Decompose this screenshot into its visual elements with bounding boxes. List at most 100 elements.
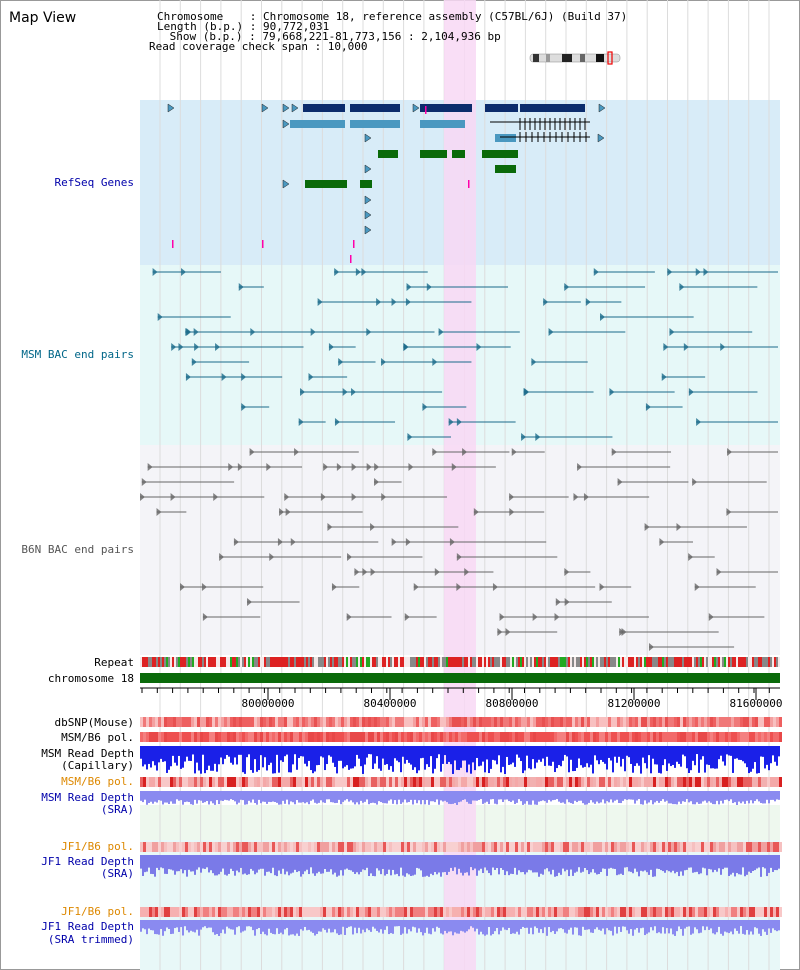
read-depth-bar bbox=[276, 746, 278, 755]
read-depth-bar bbox=[512, 920, 514, 934]
track-label-msm-b6-pol-1[interactable]: MSM/B6 pol. bbox=[61, 731, 134, 744]
read-depth-bar bbox=[142, 746, 144, 767]
read-depth-bar bbox=[416, 746, 418, 774]
read-depth-bar bbox=[310, 791, 312, 801]
polymorphism-cell bbox=[728, 717, 731, 727]
repeat-segment bbox=[250, 657, 252, 667]
msm-bac-end-marker bbox=[157, 313, 163, 321]
read-depth-bar bbox=[610, 746, 612, 761]
track-label-msm-bac[interactable]: MSM BAC end pairs bbox=[21, 348, 134, 361]
read-depth-bar bbox=[184, 855, 186, 871]
read-depth-bar bbox=[620, 920, 622, 932]
read-depth-bar bbox=[152, 746, 154, 762]
polymorphism-cell bbox=[569, 777, 572, 787]
polymorphism-cell bbox=[281, 717, 284, 727]
polymorphism-cell bbox=[644, 732, 647, 742]
read-depth-bar bbox=[694, 791, 696, 805]
polymorphism-cell bbox=[575, 717, 578, 727]
track-label-b6n-bac[interactable]: B6N BAC end pairs bbox=[21, 543, 134, 556]
read-depth-bar bbox=[498, 920, 500, 935]
read-depth-bar bbox=[718, 920, 720, 927]
polymorphism-cell bbox=[773, 717, 776, 727]
polymorphism-cell bbox=[614, 732, 617, 742]
polymorphism-cell bbox=[554, 732, 557, 742]
repeat-segment bbox=[716, 657, 718, 667]
polymorphism-cell bbox=[770, 907, 773, 917]
track-label-chromosome[interactable]: chromosome 18 bbox=[47, 672, 134, 685]
repeat-segment bbox=[642, 657, 644, 667]
track-label-jf1-depth-trimmed[interactable]: JF1 Read Depth bbox=[41, 920, 134, 933]
polymorphism-cell bbox=[245, 777, 248, 787]
read-depth-bar bbox=[556, 855, 558, 877]
polymorphism-cell bbox=[359, 777, 362, 787]
polymorphism-cell bbox=[464, 732, 467, 742]
read-depth-bar bbox=[586, 920, 588, 930]
polymorphism-cell bbox=[140, 777, 143, 787]
track-label-msm-b6-pol-2[interactable]: MSM/B6 pol. bbox=[61, 775, 134, 788]
read-depth-bar bbox=[598, 855, 600, 875]
read-depth-bar bbox=[392, 920, 394, 934]
read-depth-bar bbox=[222, 855, 224, 869]
read-depth-bar bbox=[302, 791, 304, 803]
polymorphism-cell bbox=[533, 777, 536, 787]
polymorphism-cell bbox=[419, 907, 422, 917]
gene-arrow-icon bbox=[291, 103, 299, 113]
read-depth-bar bbox=[340, 746, 342, 761]
read-depth-bar bbox=[672, 920, 674, 935]
polymorphism-cell bbox=[368, 842, 371, 852]
polymorphism-cell bbox=[737, 907, 740, 917]
polymorphism-cell bbox=[506, 907, 509, 917]
read-depth-bar bbox=[716, 855, 718, 872]
polymorphism-cell bbox=[314, 777, 317, 787]
polymorphism-cell bbox=[263, 777, 266, 787]
repeat-segment bbox=[220, 657, 222, 667]
polymorphism-cell bbox=[311, 732, 314, 742]
track-label-dbsnp[interactable]: dbSNP(Mouse) bbox=[54, 716, 134, 729]
polymorphism-cell bbox=[575, 777, 578, 787]
read-depth-bar bbox=[578, 746, 580, 759]
polymorphism-cell bbox=[227, 777, 230, 787]
track-label-msm-depth-sra[interactable]: MSM Read Depth bbox=[41, 791, 134, 804]
gene-block bbox=[485, 104, 518, 112]
polymorphism-cell bbox=[569, 907, 572, 917]
read-depth-bar bbox=[612, 920, 614, 936]
read-depth-bar bbox=[288, 746, 290, 773]
read-depth-bar bbox=[696, 791, 698, 803]
read-depth-bar bbox=[418, 920, 420, 929]
read-depth-bar bbox=[588, 746, 590, 768]
read-depth-bar bbox=[330, 791, 332, 803]
track-label-refseq[interactable]: RefSeq Genes bbox=[54, 176, 134, 189]
read-depth-bar bbox=[528, 920, 530, 934]
repeat-segment bbox=[538, 657, 540, 667]
read-depth-bar bbox=[570, 855, 572, 870]
polymorphism-cell bbox=[299, 777, 302, 787]
read-depth-bar bbox=[306, 746, 308, 767]
track-label-jf1-pol-1[interactable]: JF1/B6 pol. bbox=[61, 840, 134, 853]
polymorphism-cell bbox=[593, 907, 596, 917]
read-depth-bar bbox=[172, 746, 174, 756]
polymorphism-cell bbox=[392, 842, 395, 852]
track-label-msm-depth-capillary[interactable]: MSM Read Depth bbox=[41, 747, 134, 760]
read-depth-bar bbox=[148, 855, 150, 868]
polymorphism-cell bbox=[260, 717, 263, 727]
track-label-repeat[interactable]: Repeat bbox=[94, 656, 134, 669]
read-depth-bar bbox=[174, 746, 176, 763]
read-depth-bar bbox=[294, 791, 296, 805]
read-depth-bar bbox=[422, 791, 424, 801]
repeat-segment bbox=[282, 657, 284, 667]
read-depth-bar bbox=[658, 855, 660, 869]
repeat-segment bbox=[416, 657, 418, 667]
read-depth-bar bbox=[574, 920, 576, 928]
polymorphism-cell bbox=[623, 907, 626, 917]
track-label-jf1-pol-2[interactable]: JF1/B6 pol. bbox=[61, 905, 134, 918]
read-depth-bar bbox=[550, 746, 552, 766]
polymorphism-cell bbox=[353, 717, 356, 727]
read-depth-bar bbox=[254, 791, 256, 804]
track-label-jf1-depth[interactable]: JF1 Read Depth bbox=[41, 855, 134, 868]
read-depth-bar bbox=[212, 791, 214, 804]
polymorphism-cell bbox=[752, 777, 755, 787]
read-depth-bar bbox=[258, 920, 260, 929]
read-depth-bar bbox=[356, 855, 358, 873]
polymorphism-cell bbox=[500, 842, 503, 852]
